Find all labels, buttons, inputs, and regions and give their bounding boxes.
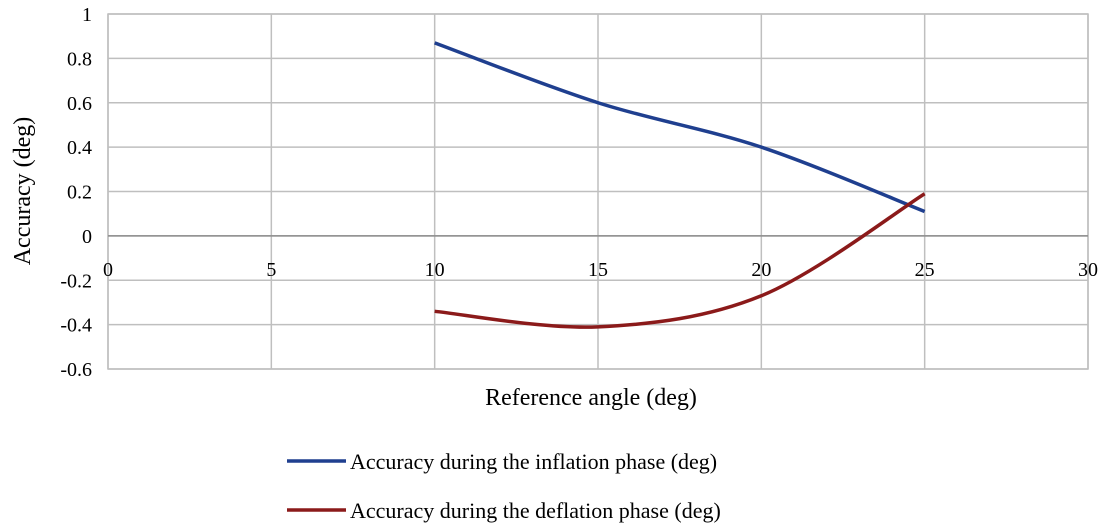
x-tick-label: 25 <box>915 259 935 281</box>
y-tick-label: -0.2 <box>60 270 92 292</box>
x-tick-label: 30 <box>1078 259 1098 281</box>
y-tick-label: 0.2 <box>67 182 92 204</box>
y-tick-label: -0.6 <box>60 359 92 381</box>
y-tick-label: 0.6 <box>67 93 92 115</box>
y-tick-label: 1 <box>82 4 92 26</box>
legend-label-deflation: Accuracy during the deflation phase (deg… <box>350 498 721 523</box>
gridlines <box>107 13 1089 370</box>
series-lines <box>434 41 926 329</box>
y-tick-label: 0 <box>82 226 92 248</box>
legend: Accuracy during the inflation phase (deg… <box>287 449 721 523</box>
x-tick-label: 15 <box>588 259 608 281</box>
y-tick-label: -0.4 <box>60 315 92 337</box>
x-axis-title: Reference angle (deg) <box>485 385 697 411</box>
y-tick-label: 0.4 <box>67 137 92 159</box>
legend-label-inflation: Accuracy during the inflation phase (deg… <box>350 449 717 474</box>
y-axis-title: Accuracy (deg) <box>10 117 36 266</box>
x-tick-label: 0 <box>103 259 113 281</box>
series-line-deflation <box>434 192 926 329</box>
x-tick-label: 5 <box>266 259 276 281</box>
x-tick-label: 10 <box>425 259 445 281</box>
x-tick-label: 20 <box>751 259 771 281</box>
series-line-inflation <box>434 41 926 214</box>
tick-labels: 0 5 10 15 20 25 30 1 0.8 0.6 0.4 0.2 0 -0.2 -0.4 -0.6 <box>60 4 1098 381</box>
y-tick-label: 0.8 <box>67 48 92 70</box>
